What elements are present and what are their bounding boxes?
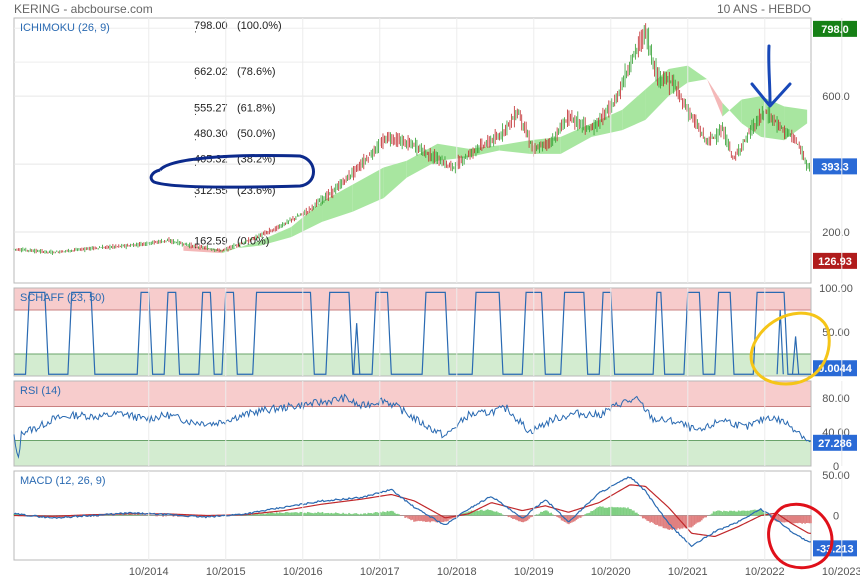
- price-tick-label: 200.0: [822, 227, 850, 239]
- ichimoku-cloud-segment: [499, 140, 530, 154]
- fib-38-circle-annotation: [149, 154, 315, 189]
- schaff-line: [14, 291, 811, 375]
- price-high-label-bg: [813, 20, 857, 37]
- time-tick-label: 10/2021: [668, 566, 708, 578]
- rsi-frame: [13, 380, 812, 467]
- fib-level-percent: (61.8%): [237, 102, 276, 114]
- price-high-label: 798.0: [821, 24, 849, 36]
- price-last-label-bg: [813, 158, 857, 175]
- schaff-spike: [776, 309, 784, 375]
- fib-level-value: 798.00: [194, 20, 228, 32]
- schaff-spike: [352, 323, 361, 375]
- time-tick-label: 10/2018: [437, 566, 477, 578]
- time-tick-label: 10/2015: [206, 566, 246, 578]
- ichimoku-cloud-segment: [322, 184, 353, 222]
- macd-circle-annotation: [767, 502, 834, 570]
- ichimoku-cloud-segment: [722, 99, 742, 124]
- ichimoku-title: ICHIMOKU (26, 9): [20, 22, 110, 34]
- time-tick-label: 10/2019: [514, 566, 554, 578]
- blue-arrow-head: [750, 82, 792, 108]
- macd-tick-label: 0: [833, 511, 839, 523]
- ichimoku-cloud-segment: [591, 109, 623, 137]
- schaff-circle-annotation: [749, 311, 831, 386]
- time-tick-label: 10/2023: [822, 566, 860, 578]
- time-tick-label: 10/2020: [591, 566, 631, 578]
- rsi-title: RSI (14): [20, 385, 61, 397]
- ichimoku-frame: [13, 17, 812, 284]
- macd-panel: 50.00 0 MACD (12, 26, 9) -33.213: [13, 470, 857, 561]
- time-tick-label: 10/2016: [283, 566, 323, 578]
- ichimoku-cloud-segment: [221, 240, 261, 254]
- schaff-frame: [13, 287, 812, 377]
- price-low-label: 126.93: [818, 256, 852, 268]
- fib-level-percent: (0.0%): [237, 236, 269, 248]
- ichimoku-cloud-segment: [383, 160, 407, 199]
- schaff-title: SCHAFF (23, 50): [20, 292, 105, 304]
- macd-title: MACD (12, 26, 9): [20, 475, 106, 487]
- price-last-label: 393.3: [821, 161, 849, 173]
- rsi-tick-label: 0: [833, 461, 839, 473]
- macd-signal-line: [13, 484, 811, 538]
- schaff-overbought-zone: [14, 288, 811, 310]
- header-title: KERING - abcbourse.com: [14, 2, 153, 16]
- macd-last-label-bg: [813, 540, 857, 557]
- time-tick-label: 10/2017: [360, 566, 400, 578]
- schaff-spike: [791, 336, 800, 375]
- schaff-oversold-zone: [14, 354, 811, 376]
- ichimoku-cloud-segment: [645, 68, 669, 120]
- ichimoku-cloud-segment: [687, 65, 708, 83]
- header-period: 10 ANS - HEBDO: [717, 2, 811, 16]
- rsi-tick-label: 80.00: [822, 393, 850, 405]
- fib-level-value: 555.27: [194, 102, 228, 114]
- fib-level-percent: (78.6%): [237, 66, 276, 78]
- rsi-line: [13, 393, 812, 459]
- ichimoku-cloud-segment: [291, 201, 323, 238]
- ichimoku-cloud-segment: [622, 89, 646, 131]
- fib-level-value: 162.59: [194, 236, 228, 248]
- price-low-label-bg: [813, 252, 857, 269]
- rsi-overbought-zone: [14, 381, 811, 407]
- fib-level-percent: (50.0%): [237, 128, 276, 140]
- ichimoku-cloud-segment: [352, 167, 384, 212]
- annotations-layer: [149, 44, 834, 570]
- ichimoku-cloud-segment: [560, 123, 592, 154]
- schaff-last-label: 0.0044: [818, 363, 853, 375]
- rsi-last-label-bg: [813, 434, 857, 451]
- ichimoku-panel: 600.0 200.0 ICHIMOKU (26, 9) 798.00 (100.0%)…: [13, 17, 857, 284]
- ichimoku-cloud-segment: [260, 226, 292, 246]
- fib-level-value: 662.02: [194, 66, 228, 78]
- macd-line: [13, 476, 812, 548]
- blue-arrow-shaft: [767, 44, 772, 104]
- price-tick-label: 600.0: [822, 91, 850, 103]
- rsi-oversold-zone: [14, 440, 811, 466]
- ichimoku-cloud-segment: [707, 79, 723, 117]
- x-axis: 10/2014 10/2015 10/2016 10/2017 10/2018 10/20…: [129, 18, 860, 578]
- time-tick-label: 10/2014: [129, 566, 169, 578]
- schaff-tick-label: 100.00: [819, 283, 853, 295]
- fib-level-value: 480.30: [194, 128, 228, 140]
- ichimoku-cloud-segment: [784, 106, 808, 141]
- time-tick-label: 10/2022: [745, 566, 785, 578]
- fib-level-percent: (100.0%): [237, 20, 282, 32]
- macd-last-label: -33.213: [816, 543, 853, 555]
- macd-tick-label: 50.00: [822, 470, 850, 482]
- rsi-last-label: 27.286: [818, 438, 852, 450]
